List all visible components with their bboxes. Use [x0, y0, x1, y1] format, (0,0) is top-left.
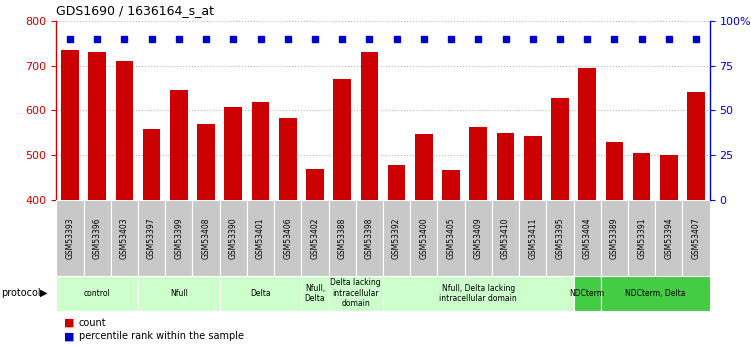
Bar: [83, 200, 111, 276]
Text: GSM53411: GSM53411: [528, 217, 537, 259]
Bar: [551, 98, 569, 200]
Text: ■: ■: [64, 332, 74, 341]
Bar: [116, 61, 133, 200]
Bar: [383, 276, 574, 310]
Bar: [56, 276, 138, 310]
Bar: [170, 90, 188, 200]
Text: GSM53406: GSM53406: [283, 217, 292, 259]
Bar: [660, 155, 677, 200]
Text: Nfull: Nfull: [170, 289, 188, 298]
Bar: [496, 133, 514, 200]
Bar: [633, 153, 650, 200]
Bar: [601, 200, 628, 276]
Text: GSM53395: GSM53395: [556, 217, 565, 259]
Text: GSM53396: GSM53396: [92, 217, 101, 259]
Text: GSM53403: GSM53403: [120, 217, 129, 259]
Bar: [143, 129, 161, 200]
Bar: [301, 276, 328, 310]
Bar: [356, 200, 383, 276]
Text: GSM53400: GSM53400: [419, 217, 428, 259]
Bar: [328, 200, 356, 276]
Text: Delta lacking
intracellular
domain: Delta lacking intracellular domain: [330, 278, 381, 308]
Text: count: count: [79, 318, 107, 327]
Text: GSM53398: GSM53398: [365, 217, 374, 259]
Bar: [547, 200, 574, 276]
Bar: [383, 200, 410, 276]
Bar: [415, 134, 433, 200]
Bar: [61, 50, 79, 200]
Bar: [138, 200, 165, 276]
Text: GSM53404: GSM53404: [583, 217, 592, 259]
Bar: [578, 68, 596, 200]
Bar: [410, 200, 437, 276]
Text: GSM53409: GSM53409: [474, 217, 483, 259]
Bar: [89, 52, 106, 200]
Bar: [333, 79, 351, 200]
Text: ■: ■: [64, 318, 74, 327]
Bar: [605, 142, 623, 200]
Text: protocol: protocol: [2, 288, 41, 298]
Text: GSM53393: GSM53393: [65, 217, 74, 259]
Bar: [111, 200, 138, 276]
Text: GSM53389: GSM53389: [610, 217, 619, 259]
Bar: [687, 92, 705, 200]
Bar: [492, 200, 519, 276]
Bar: [165, 200, 192, 276]
Bar: [628, 200, 655, 276]
Text: GSM53388: GSM53388: [338, 217, 347, 259]
Text: GSM53390: GSM53390: [229, 217, 238, 259]
Text: GSM53397: GSM53397: [147, 217, 156, 259]
Bar: [328, 276, 383, 310]
Bar: [301, 200, 328, 276]
Bar: [524, 136, 541, 200]
Text: GSM53399: GSM53399: [174, 217, 183, 259]
Bar: [279, 118, 297, 200]
Text: ▶: ▶: [40, 288, 47, 298]
Bar: [519, 200, 546, 276]
Text: percentile rank within the sample: percentile rank within the sample: [79, 332, 244, 341]
Bar: [247, 200, 274, 276]
Text: Nfull,
Delta: Nfull, Delta: [305, 284, 325, 303]
Text: Delta: Delta: [250, 289, 271, 298]
Bar: [225, 107, 242, 200]
Text: control: control: [84, 289, 110, 298]
Text: NDCterm, Delta: NDCterm, Delta: [625, 289, 686, 298]
Text: GSM53408: GSM53408: [201, 217, 210, 259]
Bar: [469, 127, 487, 200]
Bar: [306, 169, 324, 200]
Text: GDS1690 / 1636164_s_at: GDS1690 / 1636164_s_at: [56, 4, 214, 17]
Bar: [192, 200, 219, 276]
Bar: [683, 200, 710, 276]
Text: GSM53394: GSM53394: [665, 217, 674, 259]
Bar: [56, 200, 83, 276]
Text: Nfull, Delta lacking
intracellular domain: Nfull, Delta lacking intracellular domai…: [439, 284, 517, 303]
Bar: [442, 170, 460, 200]
Text: GSM53405: GSM53405: [447, 217, 456, 259]
Bar: [655, 200, 683, 276]
Bar: [252, 102, 270, 200]
Bar: [574, 200, 601, 276]
Bar: [198, 124, 215, 200]
Bar: [388, 165, 406, 200]
Bar: [274, 200, 301, 276]
Bar: [465, 200, 492, 276]
Text: NDCterm: NDCterm: [569, 289, 605, 298]
Bar: [360, 52, 379, 200]
Bar: [437, 200, 465, 276]
Bar: [219, 276, 301, 310]
Bar: [601, 276, 710, 310]
Text: GSM53407: GSM53407: [692, 217, 701, 259]
Text: GSM53410: GSM53410: [501, 217, 510, 259]
Text: GSM53391: GSM53391: [637, 217, 646, 259]
Text: GSM53402: GSM53402: [310, 217, 319, 259]
Text: GSM53392: GSM53392: [392, 217, 401, 259]
Bar: [574, 276, 601, 310]
Bar: [138, 276, 219, 310]
Text: GSM53401: GSM53401: [256, 217, 265, 259]
Bar: [219, 200, 247, 276]
